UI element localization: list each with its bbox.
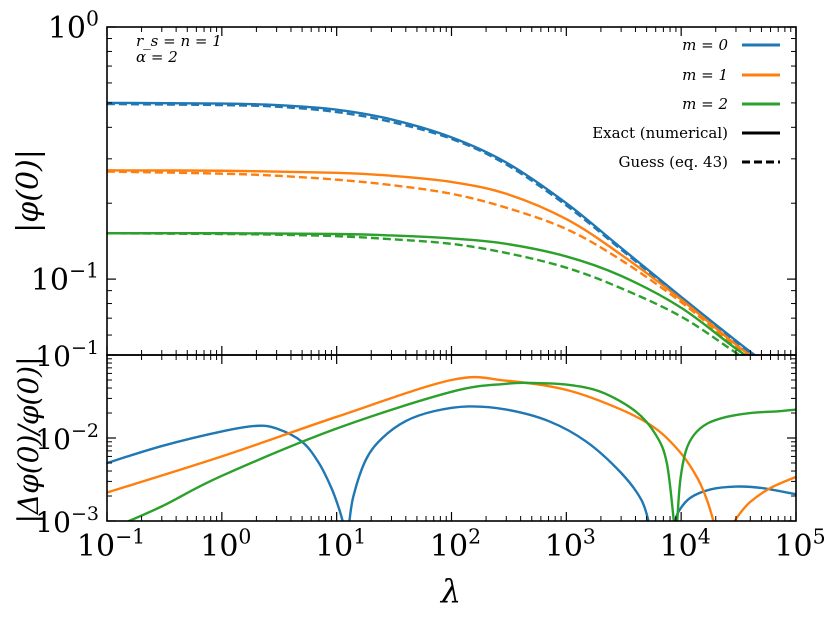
legend-label-exact: Exact (numerical) [592,124,728,142]
legend-label-m2: m = 2 [682,95,728,113]
x-tick-label: 100 [200,524,251,564]
bottom-series-m-1-segment-0 [107,375,715,521]
top-series-m-1-exact [107,169,752,355]
x-tick-label: 102 [430,524,481,564]
top-series-m-0-exact [107,101,757,355]
top-y-tick-label: 10−1 [31,259,99,299]
x-tick-label: 10−1 [77,524,145,564]
top-series-m-2-guess [107,232,742,355]
legend-label-m1: m = 1 [682,66,728,84]
annotation-alpha: α = 2 [136,48,178,66]
bottom-y-tick-label: 10−3 [35,503,99,539]
x-axis-title: λ [439,572,461,610]
bottom-series-m-1-segment-1 [733,475,796,521]
bottom-y-tick-label: 10−2 [35,420,99,456]
bottom-series-m-0-segment-1 [348,405,650,521]
bottom-series-m-2-segment-0 [125,381,676,521]
bottom-y-tick-label: 10−1 [35,337,99,373]
x-tick-label: 104 [660,524,711,564]
annotation-params: r_s = n = 1 [136,32,222,50]
x-tick-label: 103 [545,524,596,564]
top-y-axis-title: |φ(0)| [11,149,46,233]
bottom-series-m-2-segment-1 [676,408,796,521]
legend: m = 0 m = 1 m = 2 Exact (numerical) Gues… [592,36,780,171]
top-series-m-0-guess [107,102,755,355]
bottom-y-axis-title: |Δφ(0)/φ(0)| [12,356,45,523]
bottom-panel-frame [106,354,797,522]
legend-label-m0: m = 0 [682,36,728,54]
legend-label-guess: Guess (eq. 43) [619,153,729,171]
x-tick-label: 101 [315,524,366,564]
top-series-m-1-guess [107,170,750,355]
top-y-tick-label: 100 [48,6,99,46]
x-tick-label: 105 [774,524,825,564]
